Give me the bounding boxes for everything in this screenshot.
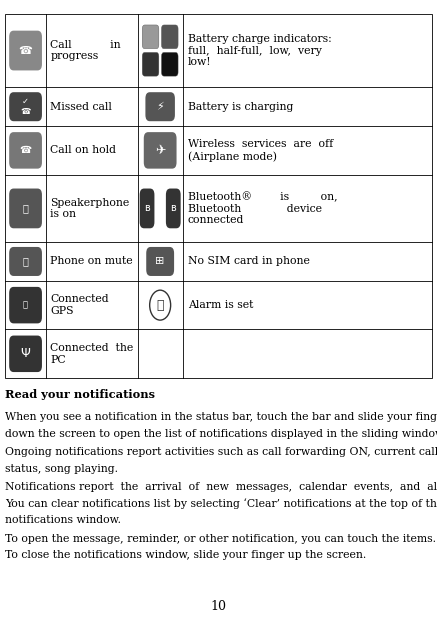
Text: notifications window.: notifications window. bbox=[5, 515, 121, 525]
Text: Wireless  services  are  off
(Airplane mode): Wireless services are off (Airplane mode… bbox=[188, 139, 333, 162]
Text: Bluetooth®        is         on,
Bluetooth             device
connected: Bluetooth® is on, Bluetooth device conne… bbox=[188, 192, 337, 225]
FancyBboxPatch shape bbox=[162, 52, 178, 76]
FancyBboxPatch shape bbox=[9, 132, 42, 168]
FancyBboxPatch shape bbox=[9, 92, 42, 121]
Text: When you see a notification in the status bar, touch the bar and slide your fing: When you see a notification in the statu… bbox=[5, 412, 437, 422]
FancyBboxPatch shape bbox=[162, 25, 178, 49]
FancyBboxPatch shape bbox=[142, 25, 159, 49]
Text: Read your notifications: Read your notifications bbox=[5, 389, 155, 401]
Text: ☎: ☎ bbox=[20, 145, 31, 155]
Text: 🔊: 🔊 bbox=[23, 203, 28, 213]
FancyBboxPatch shape bbox=[9, 188, 42, 228]
Text: ✓
☎: ✓ ☎ bbox=[21, 97, 31, 117]
Text: To open the message, reminder, or other notification, you can touch the items.: To open the message, reminder, or other … bbox=[5, 534, 436, 544]
Text: Connected  the
PC: Connected the PC bbox=[50, 343, 134, 364]
Text: Ongoing notifications report activities such as call forwarding ON, current call: Ongoing notifications report activities … bbox=[5, 447, 437, 457]
Text: Battery charge indicators:
full,  half-full,  low,  very
low!: Battery charge indicators: full, half-fu… bbox=[188, 34, 332, 67]
Text: ʙ: ʙ bbox=[144, 203, 150, 213]
FancyBboxPatch shape bbox=[146, 247, 174, 276]
FancyBboxPatch shape bbox=[144, 132, 177, 168]
FancyBboxPatch shape bbox=[142, 52, 159, 76]
FancyBboxPatch shape bbox=[166, 188, 180, 228]
FancyBboxPatch shape bbox=[9, 31, 42, 71]
Text: No SIM card in phone: No SIM card in phone bbox=[188, 256, 310, 266]
Text: Speakerphone
is on: Speakerphone is on bbox=[50, 198, 129, 219]
Text: ⊞: ⊞ bbox=[156, 256, 165, 266]
Text: Connected
GPS: Connected GPS bbox=[50, 295, 109, 316]
Text: To close the notifications window, slide your finger up the screen.: To close the notifications window, slide… bbox=[5, 550, 367, 560]
Text: ⏰: ⏰ bbox=[156, 299, 164, 311]
Bar bbox=[5, 14, 432, 378]
FancyBboxPatch shape bbox=[9, 287, 42, 323]
Text: Battery is charging: Battery is charging bbox=[188, 102, 293, 112]
Text: Phone on mute: Phone on mute bbox=[50, 256, 133, 266]
Text: 📡: 📡 bbox=[23, 301, 28, 310]
Text: ☎: ☎ bbox=[19, 46, 32, 56]
Text: Missed call: Missed call bbox=[50, 102, 112, 112]
FancyBboxPatch shape bbox=[9, 247, 42, 276]
Text: ✈: ✈ bbox=[155, 144, 166, 157]
Text: Ψ: Ψ bbox=[21, 348, 31, 360]
FancyBboxPatch shape bbox=[140, 188, 154, 228]
Text: Notifications report  the  arrival  of  new  messages,  calendar  events,  and  : Notifications report the arrival of new … bbox=[5, 482, 437, 492]
Text: ⚡: ⚡ bbox=[156, 102, 164, 112]
Text: You can clear notifications list by selecting ‘Clear’ notifications at the top o: You can clear notifications list by sele… bbox=[5, 499, 437, 509]
FancyBboxPatch shape bbox=[147, 285, 173, 325]
FancyBboxPatch shape bbox=[146, 92, 175, 121]
Text: 10: 10 bbox=[211, 600, 226, 613]
Text: status, song playing.: status, song playing. bbox=[5, 464, 118, 474]
Text: ʙ: ʙ bbox=[170, 203, 176, 213]
Text: Call           in
progress: Call in progress bbox=[50, 40, 121, 61]
FancyBboxPatch shape bbox=[9, 336, 42, 372]
Text: 🔇: 🔇 bbox=[23, 256, 28, 266]
Text: down the screen to open the list of notifications displayed in the sliding windo: down the screen to open the list of noti… bbox=[5, 429, 437, 439]
Text: Alarm is set: Alarm is set bbox=[188, 300, 253, 310]
Text: Call on hold: Call on hold bbox=[50, 145, 116, 155]
